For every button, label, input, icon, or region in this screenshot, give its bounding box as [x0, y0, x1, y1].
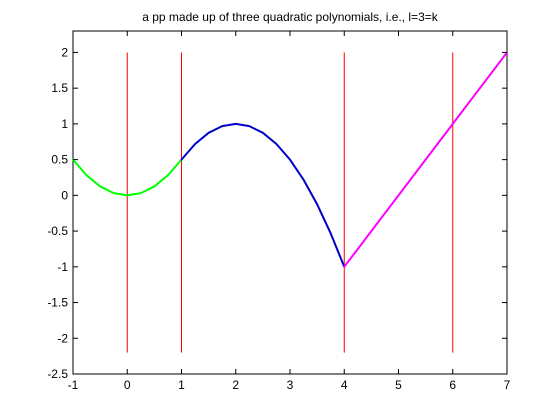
y-tick-labels: 2 1.5 1 0.5 0 -0.5 -1 -1.5 -2 -2.5	[47, 45, 68, 381]
axis-ticks	[72, 31, 508, 375]
plot-area	[72, 30, 508, 375]
y-tick-label-9: -2.5	[47, 367, 68, 381]
y-tick-label-7: -1.5	[47, 296, 68, 310]
chart-title: a pp made up of three quadratic polynomi…	[142, 10, 439, 24]
y-tick-label-5: -0.5	[47, 224, 68, 238]
x-tick-label-4: 3	[287, 378, 294, 392]
y-tick-label-8: -2	[57, 331, 68, 345]
y-tick-label-0: 2	[61, 45, 68, 59]
x-tick-label-6: 5	[395, 378, 402, 392]
x-tick-label-8: 7	[504, 378, 511, 392]
x-tick-label-2: 1	[178, 378, 185, 392]
series-layer	[72, 51, 508, 268]
y-tick-label-6: -1	[57, 260, 68, 274]
knot-lines	[126, 52, 454, 353]
x-tick-label-0: -1	[68, 378, 79, 392]
x-tick-label-1: 0	[124, 378, 131, 392]
y-tick-label-1: 1.5	[51, 81, 68, 95]
series-line-0	[72, 158, 183, 197]
y-tick-label-2: 1	[61, 117, 68, 131]
y-tick-label-3: 0.5	[51, 153, 68, 167]
series-line-2	[343, 51, 508, 268]
x-tick-label-7: 6	[449, 378, 456, 392]
y-tick-label-4: 0	[61, 188, 68, 202]
x-tick-labels: -1 0 1 2 3 4 5 6 7	[68, 378, 511, 392]
series-line-1	[180, 122, 346, 268]
x-tick-label-3: 2	[232, 378, 239, 392]
x-tick-label-5: 4	[341, 378, 348, 392]
